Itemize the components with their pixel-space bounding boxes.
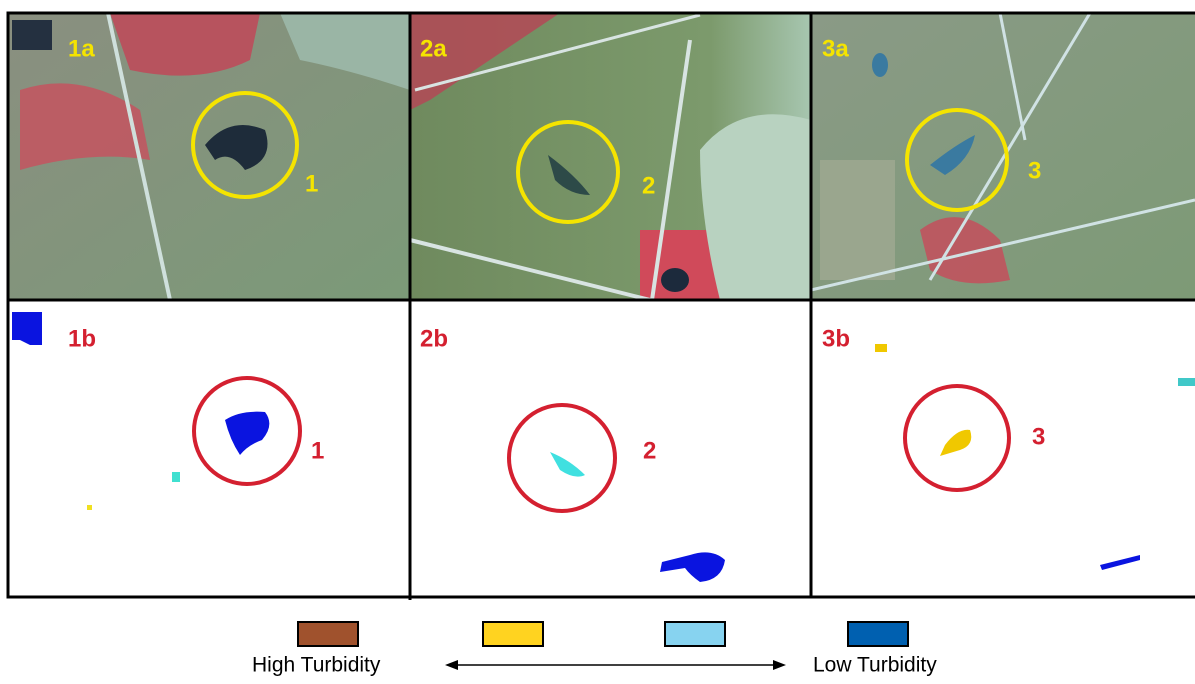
site-marker: 1: [311, 437, 324, 464]
legend-label: Low Turbidity: [813, 654, 937, 677]
site-marker: 2: [642, 172, 655, 199]
legend-arrow: [445, 660, 786, 670]
panel-label: 1b: [68, 325, 96, 352]
figure: 1a 2a 3a 1b 2b 3b 1 2 3 1 2 3 High Turbi…: [0, 0, 1195, 679]
site-marker: 2: [643, 437, 656, 464]
site-marker: 3: [1032, 423, 1045, 450]
panel-label: 3a: [822, 35, 849, 62]
legend-swatches: [298, 622, 908, 646]
map-3b: [811, 300, 1195, 597]
panel-label: 1a: [68, 35, 95, 62]
panel-label: 2a: [420, 35, 447, 62]
panel-label: 3b: [822, 325, 850, 352]
site-marker: 1: [305, 170, 318, 197]
map-2b: [410, 300, 811, 597]
legend-label: High Turbidity: [252, 654, 381, 677]
site-marker: 3: [1028, 157, 1041, 184]
image-2a: [410, 13, 811, 300]
panel-label: 2b: [420, 325, 448, 352]
image-3a: [811, 13, 1195, 300]
